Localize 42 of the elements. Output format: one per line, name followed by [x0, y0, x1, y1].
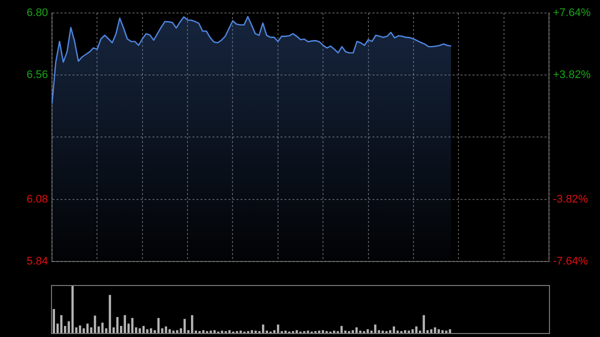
bar — [322, 330, 324, 333]
bar — [448, 329, 452, 333]
bar — [228, 330, 231, 333]
bar — [422, 315, 425, 333]
bar — [352, 330, 354, 333]
y2-tick-label: -3.82% — [553, 193, 588, 206]
bar — [404, 330, 406, 333]
bar — [250, 330, 254, 333]
bar — [213, 330, 216, 333]
bar — [296, 330, 298, 333]
y-tick-label: 6.56 — [26, 69, 48, 82]
y-tick-label: 5.84 — [26, 255, 48, 268]
bar — [52, 309, 55, 333]
bar — [374, 324, 376, 333]
bar — [101, 322, 104, 333]
bar — [438, 329, 440, 333]
bar — [262, 324, 264, 333]
bar — [202, 330, 204, 333]
bar — [389, 330, 392, 333]
bar — [184, 318, 186, 333]
bar — [124, 315, 126, 333]
y2-tick-label: +3.82% — [553, 69, 591, 82]
y-tick-label: 6.80 — [26, 7, 48, 20]
bar — [86, 324, 89, 333]
bar — [176, 330, 178, 333]
bar — [411, 329, 414, 333]
bar — [138, 328, 141, 333]
bar — [146, 329, 148, 333]
bar — [415, 326, 418, 333]
bar — [78, 325, 82, 333]
bar — [131, 318, 134, 333]
bar — [191, 315, 194, 333]
y2-tick-label: +7.64% — [553, 7, 591, 20]
bar — [60, 315, 62, 333]
bar — [441, 330, 444, 333]
bar — [168, 329, 171, 333]
y-tick-label: 6.08 — [26, 193, 48, 206]
bar — [430, 329, 432, 333]
bar — [94, 316, 96, 333]
bar — [366, 329, 369, 333]
y2-tick-label: -7.64% — [553, 255, 588, 268]
bar — [116, 317, 119, 333]
